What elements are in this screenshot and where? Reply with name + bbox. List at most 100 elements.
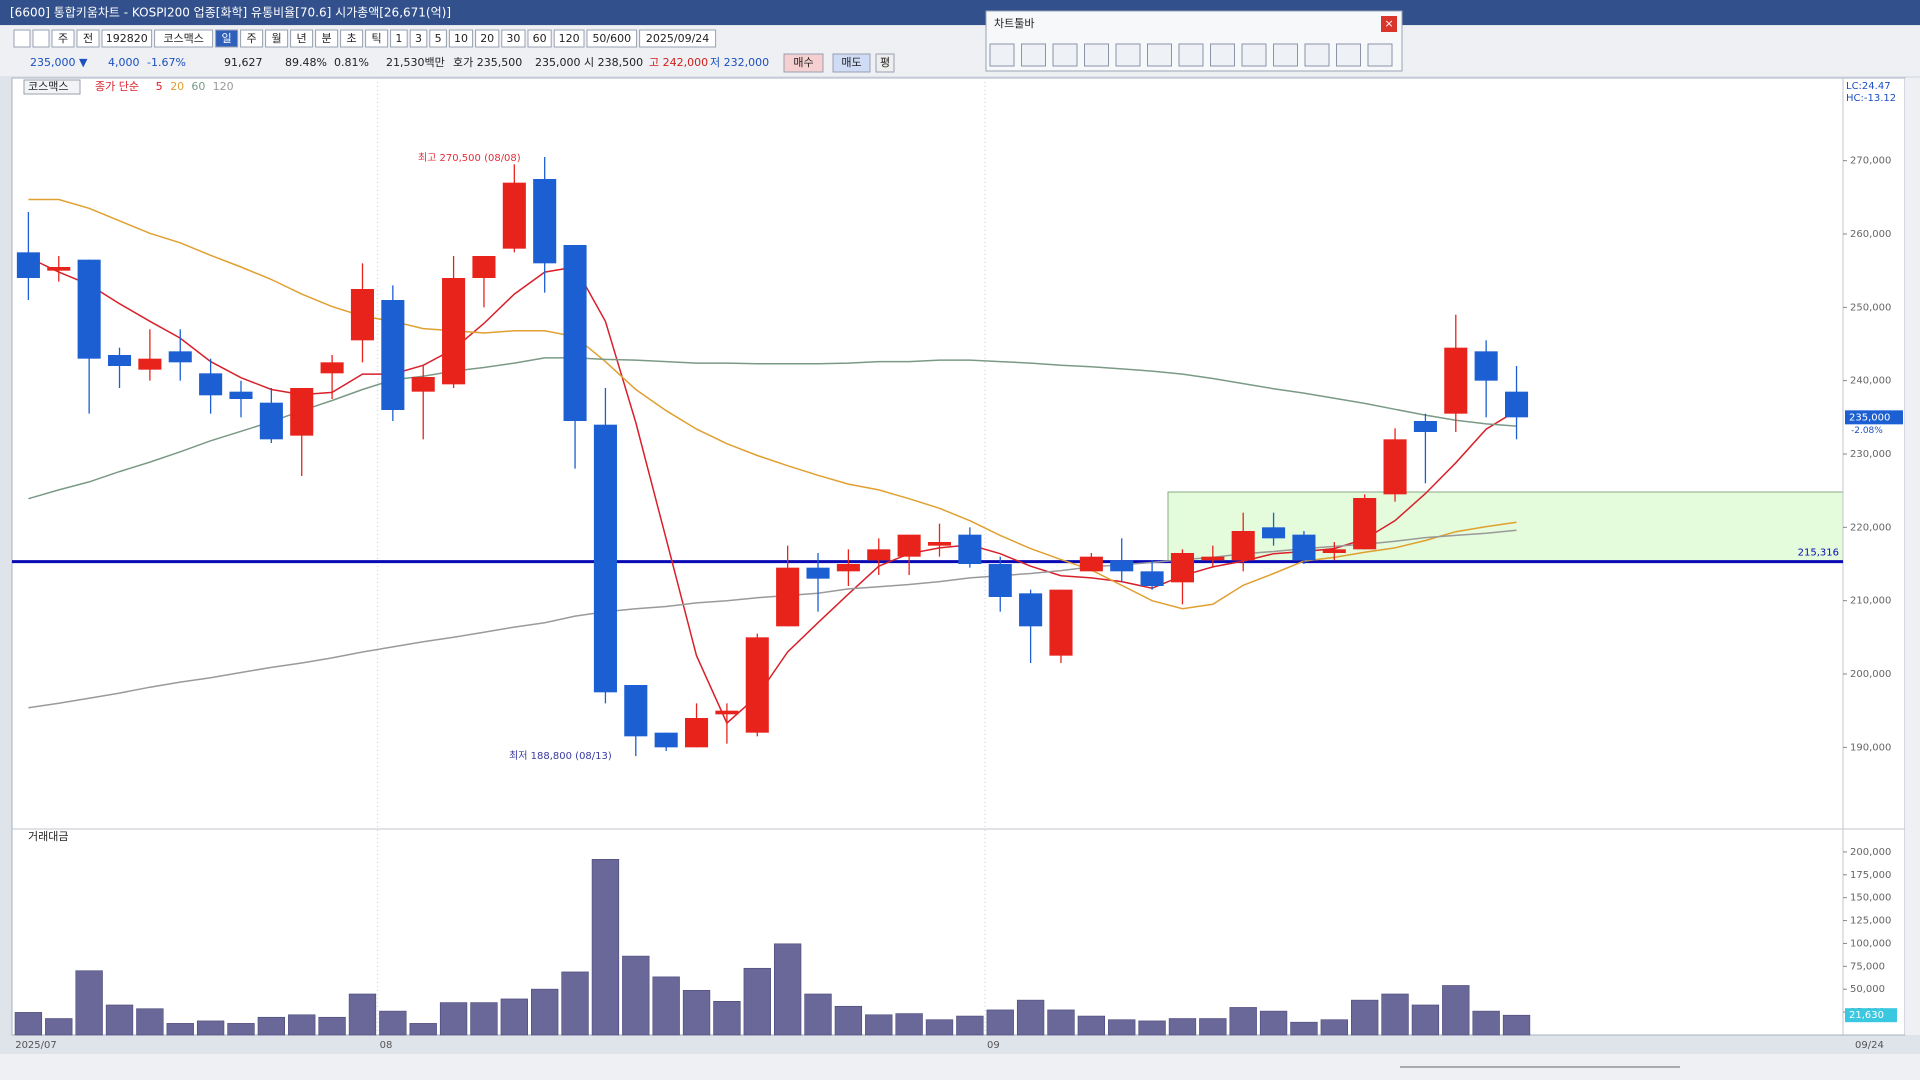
y-tick-label: 75,000 [1850, 961, 1885, 972]
drawing-tool[interactable] [1304, 43, 1330, 67]
toolbar-label: 30 [506, 32, 520, 45]
candle-body [958, 534, 982, 564]
candle-body [988, 564, 1012, 597]
toolbar-button[interactable] [315, 29, 339, 48]
toolbar-button[interactable] [501, 29, 526, 48]
toolbar-button[interactable] [639, 29, 717, 48]
volume-bar [1442, 985, 1470, 1036]
toolbar-button[interactable] [215, 29, 239, 48]
toolbar-button[interactable] [365, 29, 389, 48]
toolbar-label: 주 [247, 32, 257, 45]
y-tick-label: 150,000 [1850, 893, 1891, 904]
order-button[interactable] [832, 53, 871, 73]
quote-field: 시 238,500 [584, 56, 643, 69]
toolbar-button[interactable] [76, 29, 100, 48]
y-tick-label: 200,000 [1850, 669, 1891, 680]
candle-body [442, 278, 466, 385]
candle-body [411, 377, 435, 392]
toolbar-label: 10 [454, 32, 468, 45]
toolbar-label: 5 [435, 32, 442, 45]
tool-icon[interactable] [32, 29, 50, 48]
toolbar-button[interactable] [527, 29, 552, 48]
candle-body [654, 732, 678, 748]
close-x: × [1384, 17, 1393, 30]
toolbar-button[interactable] [240, 29, 264, 48]
volume-bar [531, 988, 559, 1036]
v-scrollbar[interactable] [1905, 78, 1920, 1035]
toolbar-label: 코스맥스 [163, 32, 203, 45]
popup-close[interactable] [1381, 16, 1397, 32]
volume-bar [895, 1013, 923, 1036]
toolbar-button[interactable] [586, 29, 638, 48]
drawing-tool[interactable] [1273, 43, 1298, 67]
volume-bar [75, 970, 103, 1036]
toolbar-button[interactable] [154, 29, 214, 48]
drawing-tool[interactable] [1084, 43, 1109, 67]
drawing-tool[interactable] [1367, 43, 1393, 67]
volume-bar [1411, 1004, 1440, 1036]
volume-bar [227, 1023, 255, 1036]
volume-bar [1108, 1019, 1136, 1036]
order-button[interactable] [875, 53, 895, 73]
drawing-tool[interactable] [1115, 43, 1141, 67]
volume-bar [1138, 1020, 1166, 1036]
y-tick-label: 190,000 [1850, 742, 1891, 753]
volume-bar [1259, 1010, 1288, 1036]
volume-bar [682, 990, 711, 1036]
order-button-label: 평 [880, 56, 890, 69]
highlight-zone [1167, 491, 1844, 562]
drawing-tool[interactable] [989, 43, 1015, 67]
toolbar-button[interactable] [409, 29, 428, 48]
volume-bar [136, 1008, 164, 1036]
candle-body [776, 567, 800, 627]
note: -2.08% [1851, 426, 1883, 436]
toolbar-button[interactable] [51, 29, 75, 48]
drawing-tool[interactable] [1052, 43, 1078, 67]
y-tick-label: 250,000 [1850, 302, 1891, 313]
legend-entry: 5 [156, 80, 163, 93]
toolbar-button[interactable] [101, 29, 153, 48]
order-button[interactable] [783, 53, 824, 73]
legend-label: 종가 단순 [95, 80, 139, 93]
x-tick-label: 08 [380, 1040, 393, 1051]
toolbar-button[interactable] [340, 29, 364, 48]
drawing-tool[interactable] [1147, 43, 1172, 67]
title-bar [0, 0, 1920, 25]
volume-bar [1229, 1007, 1257, 1036]
toolbar-button[interactable] [475, 29, 500, 48]
toolbar-button[interactable] [448, 29, 474, 48]
candle-body [684, 718, 709, 748]
drawing-tool[interactable] [1178, 43, 1204, 67]
y-tick-label: 100,000 [1850, 938, 1891, 949]
x-tick-label: 09/24 [1855, 1040, 1884, 1051]
quote-field: 89.48% [285, 56, 327, 69]
x-tick-label: 09 [987, 1040, 1000, 1051]
toolbar-button[interactable] [265, 29, 289, 48]
volume-bar [1077, 1015, 1106, 1036]
toolbar-button[interactable] [553, 29, 585, 48]
candle-body [1019, 593, 1043, 627]
toolbar-button[interactable] [429, 29, 447, 48]
x-tick-label: 2025/07 [15, 1040, 57, 1051]
candle-body [715, 710, 739, 715]
drawing-tool[interactable] [1210, 43, 1235, 67]
drawing-tool[interactable] [1336, 43, 1361, 67]
candle-body [199, 373, 223, 396]
toolbar-button[interactable] [390, 29, 408, 48]
drawing-tool[interactable] [1241, 43, 1267, 67]
legend-entry: 20 [170, 80, 184, 93]
drawing-tool[interactable] [1021, 43, 1046, 67]
legend-title: 코스맥스 [28, 80, 68, 93]
toolbar-button[interactable] [290, 29, 314, 48]
candle-body [563, 245, 587, 421]
candle-body [1383, 439, 1407, 495]
candle-body [381, 300, 405, 410]
candle-body [350, 289, 375, 341]
toolbar-label: 20 [480, 32, 494, 45]
toolbar-label: 틱 [372, 32, 382, 45]
candle-body [593, 424, 617, 693]
tool-icon[interactable] [13, 29, 31, 48]
high-annotation: 최고 270,500 (08/08) [418, 152, 521, 164]
toolbar-label: 초 [347, 32, 357, 45]
